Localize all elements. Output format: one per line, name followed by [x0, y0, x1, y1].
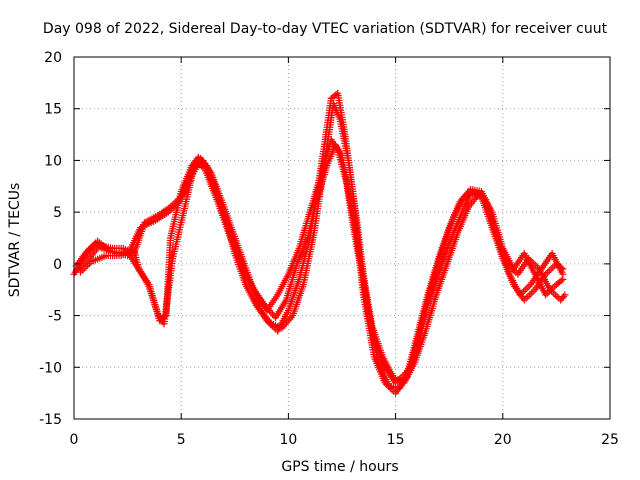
data-point [529, 287, 537, 295]
plot-frame [73, 56, 611, 420]
data-series-track-a [70, 89, 567, 397]
x-tick-label: 10 [279, 432, 297, 448]
x-tick-label: 0 [70, 432, 79, 448]
x-tick-label: 5 [177, 432, 186, 448]
data-point [524, 293, 532, 301]
y-tick-label: -10 [39, 360, 62, 376]
data-point [560, 293, 568, 301]
data-point [553, 293, 561, 301]
x-axis-label: GPS time / hours [281, 459, 398, 475]
y-tick-label: 0 [53, 257, 62, 273]
y-tick-label: -5 [48, 309, 62, 325]
y-axis-label: SDTVAR / TECUs [7, 183, 23, 298]
x-tick-label: 20 [494, 432, 512, 448]
data-point [557, 277, 565, 285]
data-point [525, 282, 533, 290]
data-series-track-b [74, 136, 567, 387]
chart-title: Day 098 of 2022, Sidereal Day-to-day VTE… [43, 21, 608, 37]
data-series-track-d [72, 141, 567, 387]
data-point [527, 289, 535, 297]
data-point [547, 265, 555, 273]
data-point [551, 291, 559, 299]
data-point [521, 286, 529, 294]
data-point [561, 291, 569, 299]
x-tick-label: 15 [387, 432, 405, 448]
y-tick-label: 20 [44, 50, 62, 66]
axis-layer: 0 5 10 15 20 25 -15 -10 -5 0 5 10 15 20 [39, 50, 619, 448]
y-tick-label: 15 [44, 102, 62, 118]
data-layer [70, 89, 569, 397]
data-point [545, 267, 553, 275]
data-point [523, 284, 531, 292]
y-tick-label: 10 [44, 153, 62, 169]
y-tick-label: 5 [53, 205, 62, 221]
y-tick-label: -15 [39, 412, 62, 428]
data-point [559, 270, 567, 278]
x-tick-label: 25 [601, 432, 619, 448]
grid-layer [74, 57, 610, 419]
data-point [526, 291, 534, 299]
